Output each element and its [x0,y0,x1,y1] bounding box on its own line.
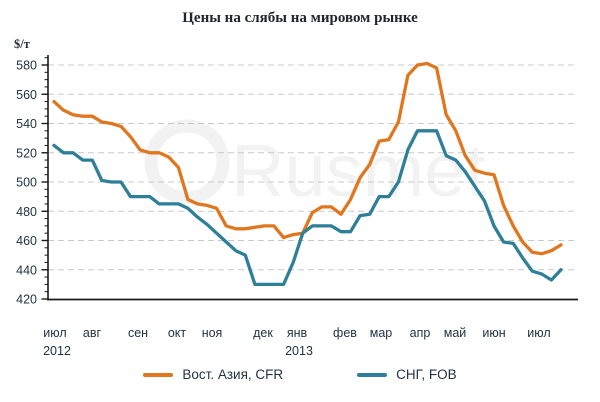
x-month-label-сен: сен [128,326,148,340]
x-month-label-дек: дек [253,326,273,340]
y-tick-label-480: 480 [16,205,37,219]
x-month-label-июл: июл [527,326,550,340]
x-year-label-2012: 2012 [43,344,71,358]
legend-swatch-cis-line [357,372,388,377]
y-tick-label-440: 440 [16,263,37,277]
legend-item-cis: СНГ, FOB [357,367,457,382]
chart-title: Цены на слябы на мировом рынке [182,10,418,26]
y-tick-label-460: 460 [16,234,37,248]
legend-swatch-east-asia-line [143,372,174,377]
x-year-label-2013: 2013 [285,344,313,358]
x-month-label-мар: мар [370,326,393,340]
series-line-1 [52,129,563,287]
y-axis-unit-label: $/т [14,37,30,51]
x-month-label-окт: окт [168,326,187,340]
y-tick-label-540: 540 [16,117,37,131]
y-tick-label-500: 500 [16,176,37,190]
watermark-circle [144,119,230,205]
x-month-label-июн: июн [482,326,505,340]
x-month-label-ноя: ноя [202,326,223,340]
x-month-label-авг: авг [83,326,102,340]
y-tick-label-520: 520 [16,146,37,160]
x-month-label-июл: июл [43,326,66,340]
x-month-label-фев: фев [333,326,357,340]
y-tick-label-420: 420 [16,293,37,307]
series-line-0 [52,61,563,256]
y-tick-label-560: 560 [16,88,37,102]
watermark-text: Rusmet [231,129,486,212]
legend-label-east-asia: Вост. Азия, CFR [182,367,284,382]
legend-item-east-asia: Вост. Азия, CFR [143,367,283,382]
x-month-label-май: май [444,326,467,340]
x-month-label-янв: янв [287,326,308,340]
y-tick-label-580: 580 [16,59,37,73]
x-month-label-апр: апр [410,326,431,340]
legend: Вост. Азия, CFR СНГ, FOB [0,367,600,382]
legend-label-cis: СНГ, FOB [396,367,457,382]
